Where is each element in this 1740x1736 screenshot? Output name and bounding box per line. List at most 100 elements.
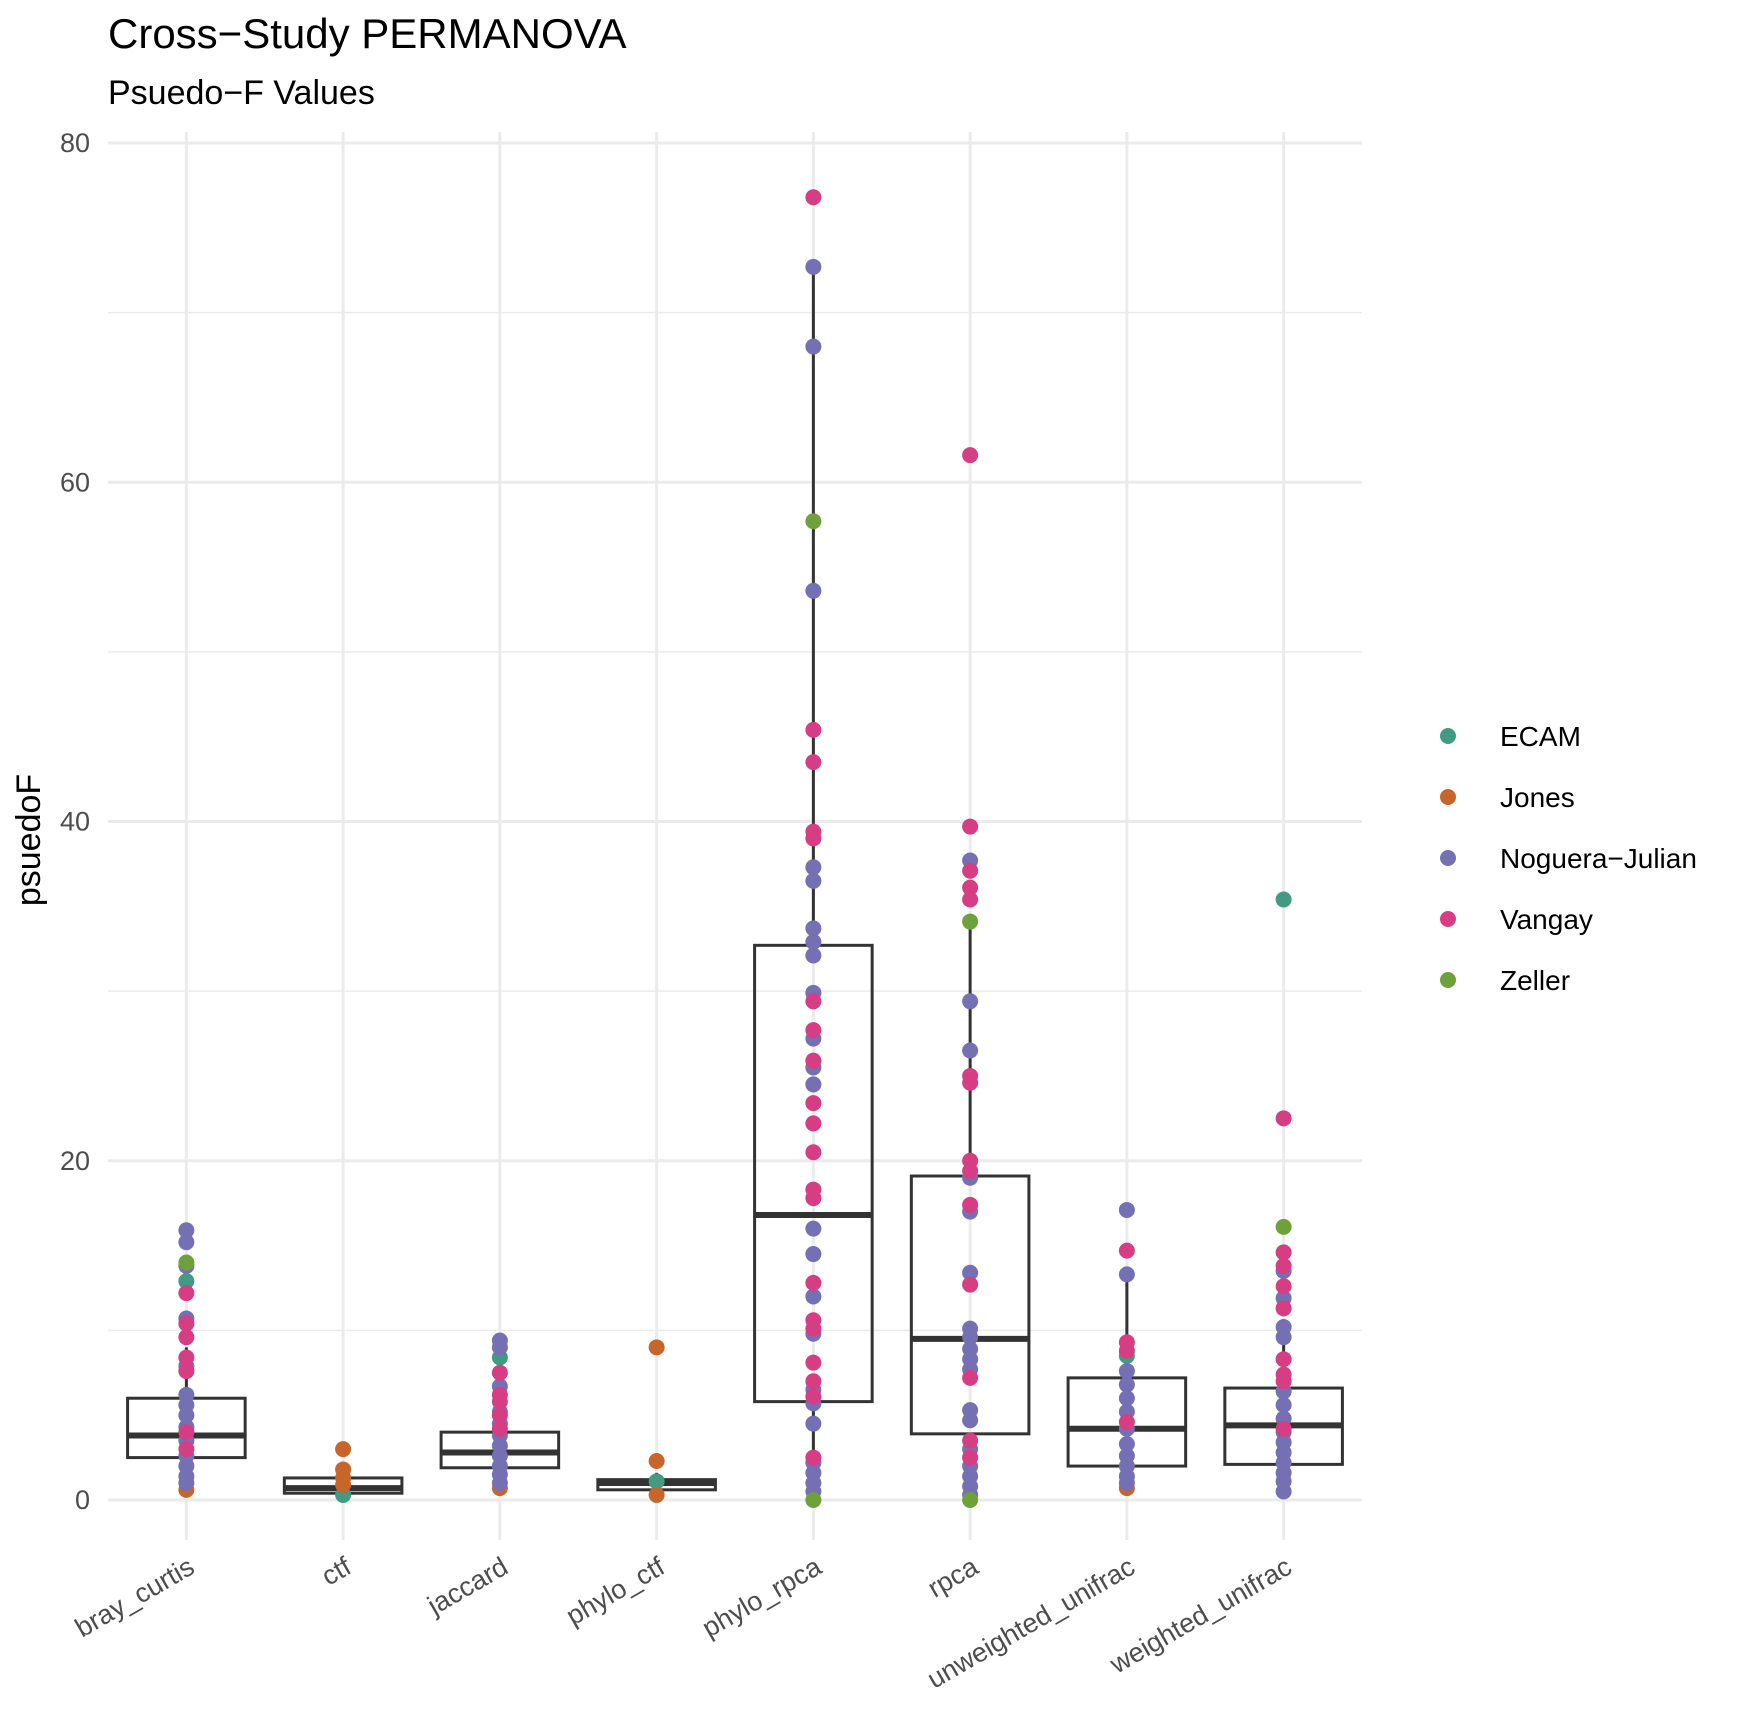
data-point [962, 1276, 979, 1293]
data-point [805, 721, 822, 738]
data-point [1275, 1351, 1292, 1368]
data-point [805, 993, 822, 1010]
x-tick-label: phylo_rpca [697, 1551, 827, 1644]
data-point [1275, 1110, 1292, 1127]
data-point [962, 862, 979, 879]
data-point [962, 447, 979, 464]
legend-key [1440, 911, 1456, 927]
data-point [805, 947, 822, 964]
data-point [335, 1476, 352, 1493]
data-point [805, 859, 822, 876]
data-point [1118, 1342, 1135, 1359]
data-point [1118, 1436, 1135, 1453]
data-point [648, 1452, 665, 1469]
y-tick-label: 0 [75, 1485, 90, 1515]
data-point [805, 1320, 822, 1337]
data-point [805, 258, 822, 275]
boxes [126, 943, 1344, 1495]
data-point [962, 913, 979, 930]
data-point [962, 1432, 979, 1449]
data-point [962, 1329, 979, 1346]
data-point [805, 1373, 822, 1390]
data-point [962, 1492, 979, 1508]
data-point [805, 338, 822, 355]
whiskers [184, 266, 1286, 1500]
y-tick-label: 20 [60, 1146, 90, 1176]
data-point [491, 1420, 508, 1437]
data-point [805, 1288, 822, 1305]
data-point [1275, 1244, 1292, 1261]
data-point [178, 1315, 195, 1332]
data-point [178, 1234, 195, 1251]
data-point [962, 1042, 979, 1059]
data-point [491, 1407, 508, 1424]
data-point [962, 1369, 979, 1386]
data-point [805, 1449, 822, 1466]
x-tick-label: bray_curtis [70, 1551, 199, 1643]
data-point [491, 1364, 508, 1381]
data-point [178, 1285, 195, 1302]
data-point [962, 1074, 979, 1091]
data-point [1118, 1475, 1135, 1492]
data-point [805, 1415, 822, 1432]
data-point [962, 818, 979, 835]
data-point [805, 920, 822, 937]
data-point [1118, 1363, 1135, 1380]
x-tick-label: ctf [316, 1551, 356, 1591]
data-point [962, 1264, 979, 1281]
legend-label: Vangay [1500, 904, 1593, 935]
legend-label: Zeller [1500, 965, 1570, 996]
data-points [178, 189, 1292, 1508]
legend: ECAM Jones Noguera−Julian Vangay Zeller [1440, 721, 1697, 996]
data-point [805, 933, 822, 950]
x-tick-label: phylo_ctf [561, 1551, 670, 1631]
x-tick-label: jaccard [422, 1551, 513, 1621]
data-point [962, 1162, 979, 1179]
data-point [805, 754, 822, 771]
data-point [805, 830, 822, 847]
data-point [805, 1052, 822, 1069]
data-point [1118, 1413, 1135, 1430]
x-tick-labels: bray_curtis ctf jaccard phylo_ctf phylo_rpca… [70, 1551, 1297, 1695]
data-point [805, 1190, 822, 1207]
y-tick-label: 60 [60, 467, 90, 497]
data-point [491, 1393, 508, 1410]
data-point [805, 1095, 822, 1112]
data-point [648, 1486, 665, 1503]
legend-label: Jones [1500, 782, 1575, 813]
data-point [805, 1076, 822, 1093]
chart-subtitle: Psuedo−F Values [108, 74, 375, 112]
data-point [178, 1329, 195, 1346]
data-point [962, 891, 979, 908]
data-point [1118, 1201, 1135, 1218]
data-point [1275, 1483, 1292, 1500]
x-tick-label: rpca [923, 1551, 984, 1604]
legend-key [1440, 850, 1456, 866]
y-axis-label: psuedoF [10, 774, 48, 906]
data-point [178, 1441, 195, 1458]
legend-key [1440, 972, 1456, 988]
data-point [1275, 1329, 1292, 1346]
data-point [648, 1339, 665, 1356]
data-point [962, 993, 979, 1010]
data-point [178, 1222, 195, 1239]
data-point [805, 872, 822, 889]
data-point [335, 1441, 352, 1458]
data-point [805, 1220, 822, 1237]
legend-key [1440, 789, 1456, 805]
data-point [1118, 1390, 1135, 1407]
data-point [178, 1475, 195, 1492]
data-point [805, 1022, 822, 1039]
data-point [1118, 1242, 1135, 1259]
data-point [178, 1424, 195, 1441]
data-point [805, 189, 822, 206]
data-point [805, 1274, 822, 1291]
data-point [1275, 891, 1292, 908]
grid-lines [108, 132, 1362, 1540]
data-point [805, 1388, 822, 1405]
data-point [1118, 1376, 1135, 1393]
y-tick-label: 40 [60, 807, 90, 837]
data-point [1275, 1420, 1292, 1437]
data-point [178, 1349, 195, 1366]
